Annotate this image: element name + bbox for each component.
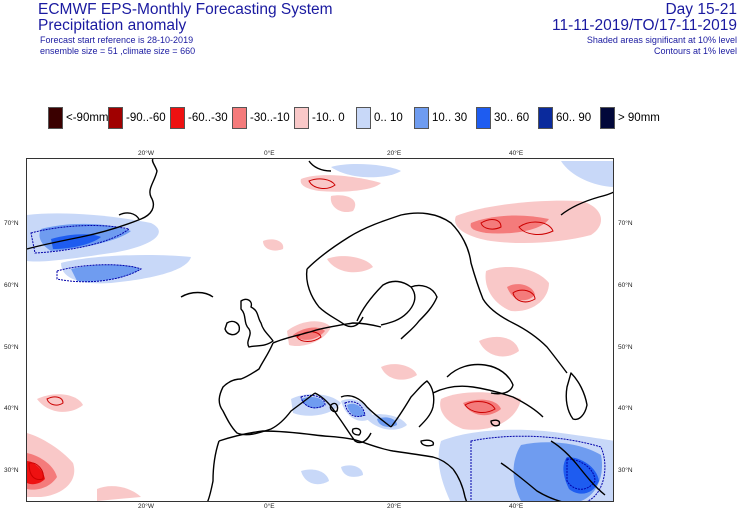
legend-swatch	[538, 107, 553, 129]
legend-swatch	[170, 107, 185, 129]
lon-label-top: 0°E	[264, 150, 275, 157]
lon-label-top: 20°E	[387, 150, 402, 157]
legend-item: 60.. 90	[538, 107, 591, 129]
legend-label: -30..-10	[250, 112, 290, 124]
legend-swatch	[600, 107, 615, 129]
legend-swatch	[356, 107, 371, 129]
legend-item: <-90mm	[48, 107, 109, 129]
lon-label-bottom: 40°E	[509, 503, 524, 510]
chart-title: ECMWF EPS-Monthly Forecasting System	[38, 1, 333, 18]
legend-item: -90..-60	[108, 107, 166, 129]
legend-swatch	[414, 107, 429, 129]
legend-label: -60..-30	[188, 112, 228, 124]
legend-item: -30..-10	[232, 107, 290, 129]
lat-label-right: 30°N	[618, 467, 633, 474]
legend-label: 30.. 60	[494, 112, 530, 124]
lat-label-left: 30°N	[4, 467, 19, 474]
forecast-reference: Forecast start reference is 28-10-2019	[40, 35, 194, 45]
legend-label: -90..-60	[126, 112, 166, 124]
lat-label-right: 50°N	[618, 344, 633, 351]
legend-label: 0.. 10	[374, 112, 403, 124]
lon-label-bottom: 20°W	[138, 503, 154, 510]
legend-label: -10.. 0	[312, 112, 345, 124]
lat-label-right: 60°N	[618, 282, 633, 289]
legend-item: -60..-30	[170, 107, 228, 129]
lat-label-left: 40°N	[4, 405, 19, 412]
lon-label-top: 20°W	[138, 150, 154, 157]
contour-note: Contours at 1% level	[653, 46, 737, 56]
lon-label-bottom: 0°E	[264, 503, 275, 510]
shaded-note: Shaded areas significant at 10% level	[586, 35, 737, 45]
legend-item: 0.. 10	[356, 107, 403, 129]
day-range: Day 15-21	[665, 1, 737, 18]
lon-label-top: 40°E	[509, 150, 524, 157]
map-panel	[26, 158, 614, 502]
legend-label: 60.. 90	[556, 112, 592, 124]
lat-label-right: 40°N	[618, 405, 633, 412]
legend-swatch	[232, 107, 247, 129]
header-right: Day 15-21 11-11-2019/TO/17-11-2019 Shade…	[552, 2, 737, 57]
legend-item: > 90mm	[600, 107, 660, 129]
lat-label-left: 70°N	[4, 220, 19, 227]
wet-anomaly-areas	[27, 161, 613, 501]
legend-label: 10.. 30	[432, 112, 468, 124]
legend-item: 10.. 30	[414, 107, 467, 129]
legend-swatch	[48, 107, 63, 129]
legend-label: > 90mm	[618, 112, 660, 124]
chart-subtitle: Precipitation anomaly	[38, 17, 187, 34]
significance-contours	[28, 178, 606, 501]
color-legend: <-90mm -90..-60 -60..-30 -30..-10 -10.. …	[48, 107, 688, 129]
header-left: ECMWF EPS-Monthly Forecasting System Pre…	[38, 2, 333, 57]
forecast-period: 11-11-2019/TO/17-11-2019	[552, 17, 737, 34]
legend-item: -10.. 0	[294, 107, 345, 129]
legend-item: 30.. 60	[476, 107, 529, 129]
lat-label-right: 70°N	[618, 220, 633, 227]
lat-label-left: 50°N	[4, 344, 19, 351]
legend-swatch	[294, 107, 309, 129]
coastlines	[27, 159, 613, 501]
lat-label-left: 60°N	[4, 282, 19, 289]
legend-swatch	[476, 107, 491, 129]
lon-label-bottom: 20°E	[387, 503, 402, 510]
ensemble-size: ensemble size = 51 ,climate size = 660	[40, 46, 196, 56]
header: ECMWF EPS-Monthly Forecasting System Pre…	[0, 0, 745, 70]
legend-label: <-90mm	[66, 112, 109, 124]
precipitation-map	[27, 159, 613, 501]
legend-swatch	[108, 107, 123, 129]
